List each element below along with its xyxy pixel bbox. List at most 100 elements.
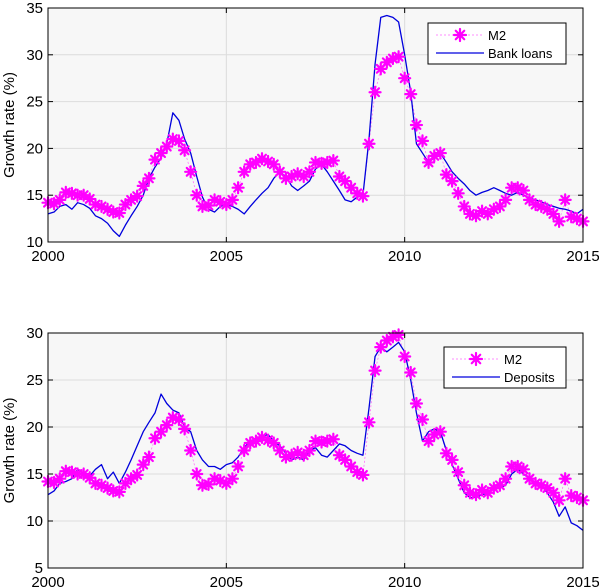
m2-data-point <box>338 453 352 467</box>
m2-data-point <box>368 85 382 99</box>
m2-data-point <box>207 193 222 207</box>
y-tick-label: 15 <box>26 466 43 483</box>
m2-data-point <box>291 445 305 459</box>
m2-data-point <box>261 154 275 169</box>
m2-data-point <box>469 209 483 223</box>
chart-1: 2000 2005 2010 2015 10 15 20 25 30 35 Growth rate … <box>1 0 599 265</box>
m2-data-point <box>475 204 489 218</box>
m2-data-point <box>320 434 334 448</box>
m2-data-point <box>166 132 180 146</box>
m2-data-point <box>118 197 132 212</box>
legend-swatch-marker <box>468 351 484 367</box>
m2-data-point <box>540 481 554 495</box>
x-tick-label: 2000 <box>31 248 64 265</box>
m2-data-point <box>47 197 61 211</box>
m2-data-point <box>356 468 370 482</box>
m2-data-point <box>53 193 67 207</box>
m2-data-point <box>499 472 513 486</box>
m2-data-point <box>297 169 311 184</box>
m2-data-point <box>297 448 311 462</box>
m2-data-point <box>88 476 103 490</box>
m2-data-point <box>154 146 168 160</box>
y-tick-label: 10 <box>26 234 43 251</box>
m2-data-point <box>47 475 61 490</box>
m2-data-point <box>160 418 174 432</box>
legend-box <box>427 22 567 65</box>
m2-data-point <box>267 436 281 450</box>
m2-data-point <box>404 87 418 101</box>
legend: M2 Bank loans <box>427 22 567 65</box>
x-tick-label: 2005 <box>210 574 243 588</box>
m2-data-point <box>148 153 162 167</box>
m2-data-point <box>350 186 364 200</box>
m2-data-point <box>409 396 424 411</box>
legend-box <box>443 346 567 389</box>
m2-data-point <box>451 465 465 479</box>
x-tick-label: 2015 <box>566 248 599 265</box>
m2-data-point <box>201 477 216 491</box>
m2-data-point <box>392 50 406 64</box>
m2-data-point <box>457 199 471 214</box>
y-tick-label: 20 <box>26 419 43 436</box>
m2-data-point <box>356 189 370 203</box>
m2-data-point <box>487 481 501 495</box>
m2-data-point <box>160 139 174 154</box>
m2-data-point <box>279 171 293 185</box>
m2-data-point <box>225 472 239 486</box>
m2-data-point <box>415 412 430 427</box>
m2-data-point <box>100 202 115 216</box>
chart-2: 2000 2005 2010 2015 5 10 15 20 25 30 Growth rate (… <box>1 325 599 588</box>
m2-data-point <box>213 473 227 488</box>
m2-data-point <box>77 188 91 202</box>
y-axis-label: Growth rate (%) <box>1 398 18 504</box>
m2-data-point <box>231 181 245 195</box>
m2-data-point <box>552 493 566 507</box>
m2-data-point <box>77 467 91 481</box>
m2-data-point <box>362 415 376 429</box>
m2-data-point <box>124 472 138 486</box>
y-tick-label: 5 <box>35 560 43 577</box>
m2-data-point <box>546 486 560 500</box>
m2-data-point <box>528 197 543 212</box>
m2-data-point <box>546 207 560 221</box>
m2-data-point <box>130 189 144 203</box>
m2-data-point <box>493 199 507 214</box>
m2-data-point <box>291 167 305 181</box>
m2-data-point <box>154 425 168 439</box>
m2-data-point <box>332 169 346 184</box>
legend-swatch-marker <box>452 27 468 43</box>
x-tick-label: 2005 <box>210 248 243 265</box>
m2-data-point <box>302 165 317 179</box>
m2-data-point <box>65 465 79 479</box>
m2-data-point <box>184 443 198 458</box>
m2-data-point <box>112 206 126 220</box>
m2-data-point <box>225 193 239 207</box>
m2-data-point <box>421 155 436 170</box>
y-tick-label: 30 <box>26 47 43 64</box>
m2-data-point <box>148 431 162 445</box>
m2-data-point <box>499 193 513 207</box>
m2-data-point <box>112 485 126 499</box>
m2-data-point <box>427 427 441 442</box>
m2-data-point <box>421 434 436 448</box>
legend-label: M2 <box>504 352 522 367</box>
m2-data-point <box>213 195 227 209</box>
m2-data-point <box>207 472 222 486</box>
m2-data-point <box>487 202 501 216</box>
m2-data-point <box>380 55 394 69</box>
m2-data-point <box>558 472 572 486</box>
m2-data-point <box>130 468 144 482</box>
m2-data-point <box>53 472 67 486</box>
m2-data-point <box>534 199 548 214</box>
m2-data-point <box>83 192 97 206</box>
m2-data-point <box>522 472 537 486</box>
m2-data-point <box>350 465 364 479</box>
m2-data-point <box>124 193 138 207</box>
m2-data-point <box>516 183 531 198</box>
m2-data-point <box>404 365 418 380</box>
m2-data-point <box>184 165 198 179</box>
m2-data-point <box>237 165 251 179</box>
m2-data-point <box>409 118 424 132</box>
m2-data-point <box>118 476 132 490</box>
